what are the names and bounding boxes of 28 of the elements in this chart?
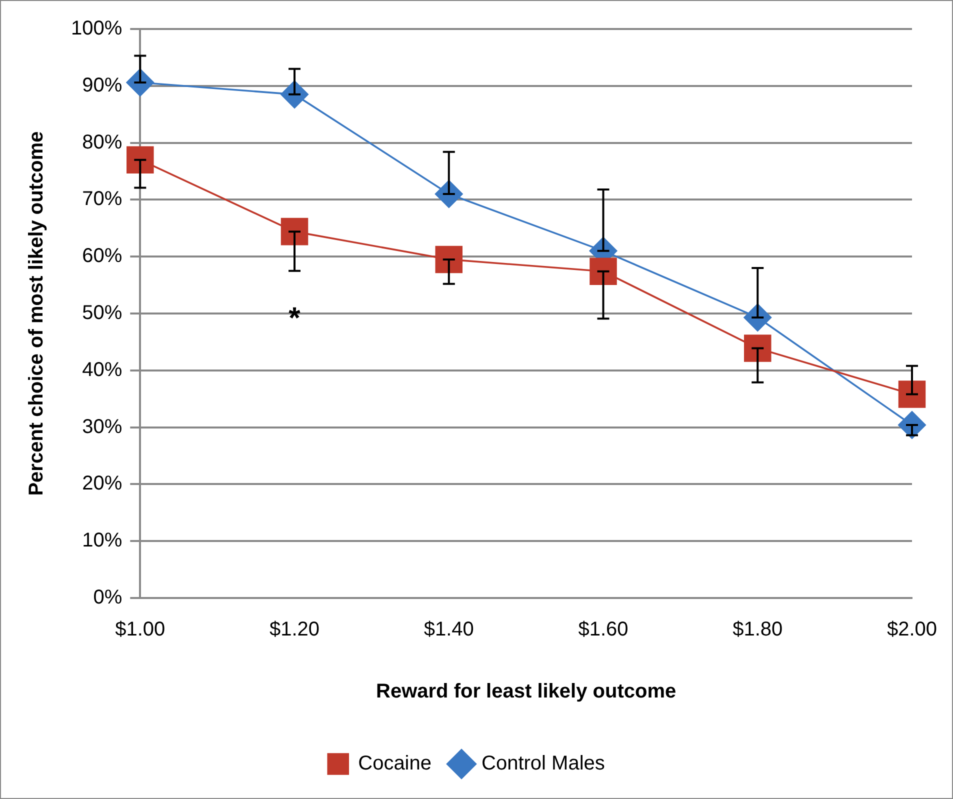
y-axis-title: Percent choice of most likely outcome: [26, 131, 48, 496]
x-tick-label: $1.20: [269, 618, 320, 641]
y-tick-label: 10%: [82, 530, 122, 552]
y-tick-label: 90%: [82, 74, 122, 96]
x-tick-label: $1.60: [578, 618, 628, 641]
y-tick-label: 30%: [82, 416, 122, 438]
point: [435, 246, 463, 274]
point: [898, 380, 926, 408]
point: [590, 258, 617, 286]
x-tick-label: $1.00: [115, 618, 166, 641]
y-tick-label: 50%: [82, 302, 122, 324]
y-tick-label: 20%: [82, 472, 122, 495]
y-tick-label: 0%: [93, 586, 122, 609]
y-tick-label: 80%: [82, 131, 122, 154]
point: [280, 218, 308, 246]
y-tick-label: 100%: [70, 18, 122, 40]
y-tick-label: 70%: [82, 188, 122, 210]
point: [126, 146, 154, 174]
legend-label: Control Males: [482, 752, 605, 775]
x-axis-title: Reward for least likely outcome: [376, 680, 676, 703]
y-tick-label: 60%: [82, 245, 122, 268]
x-tick-label: $2.00: [886, 618, 938, 641]
x-tick-label: $1.80: [732, 618, 783, 641]
annotation: *: [288, 302, 301, 335]
legend-label: Cocaine: [358, 752, 432, 775]
x-tick-label: $1.40: [424, 618, 474, 641]
point: [744, 334, 772, 362]
y-tick-label: 40%: [82, 358, 122, 381]
